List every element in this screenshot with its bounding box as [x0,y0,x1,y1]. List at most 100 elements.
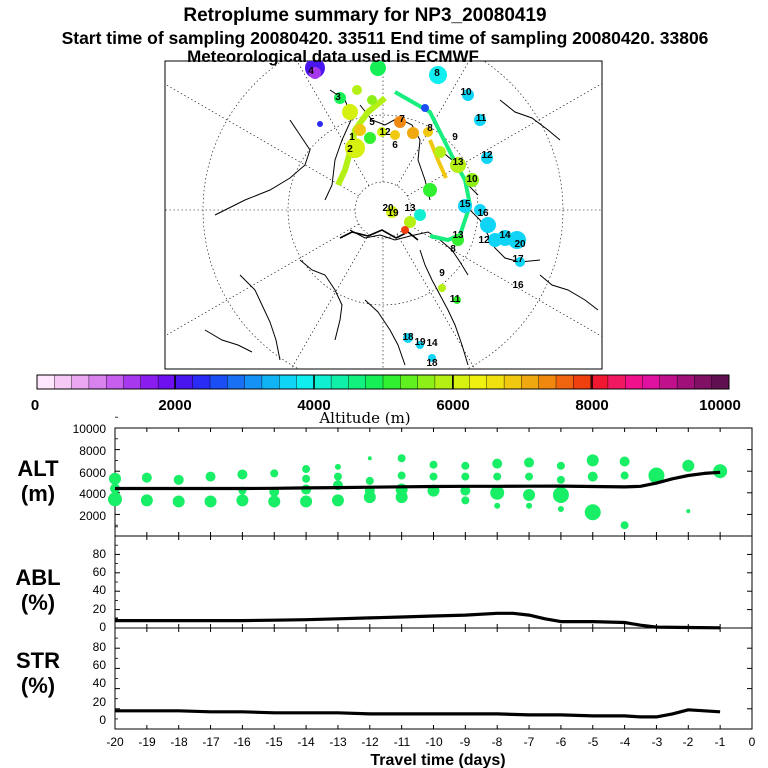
series-line-abl [115,611,721,630]
coastline [214,119,311,216]
day-marker-label: 19 [414,337,426,348]
alt-yticks: 10000 8000 6000 4000 2000 [73,422,107,523]
plume-particle [407,127,419,139]
altitude-scatter-point [429,460,438,469]
day-marker-label: 13 [452,230,464,241]
altitude-scatter-point [526,502,533,509]
altitude-scatter-point [552,486,569,503]
colorbar-swatch [417,374,436,390]
day-marker-label: 3 [335,92,341,103]
altitude-scatter-point [395,491,408,504]
altitude-scatter-point [620,471,629,480]
colorbar-swatch [227,374,246,390]
ytick-label: 6000 [79,466,106,480]
plume-particle [429,66,447,84]
plume-particle [423,127,433,137]
ytick-label: 0 [99,713,106,727]
altitude-scatter-point [365,476,374,485]
day-marker-label: 14 [426,338,438,349]
day-marker-label: 16 [512,280,524,291]
plume-particle [462,89,474,101]
altitude-scatter-point [713,464,728,479]
meridian-line [290,234,370,369]
altitude-scatter-point [429,472,438,481]
plume-trajectory [428,139,448,179]
plume-particle [452,234,464,246]
colorbar-label: 8000 [575,397,608,414]
xtick-label: -18 [170,735,188,749]
xtick-label: -3 [652,735,663,749]
altitude-scatter-point [686,509,691,514]
day-marker-label: 9 [452,132,458,143]
ytick-label: 80 [93,640,107,654]
altitude-scatter-point [300,495,313,508]
plume-particle [317,121,323,127]
day-marker-label: 11 [450,294,461,305]
xtick-label: -4 [620,735,631,749]
day-marker-label: 15 [459,199,471,210]
day-marker-label: 10 [460,87,472,98]
plume-particle [364,132,376,144]
colorbar-axis-label: Altitude (m) [318,409,410,427]
xtick-label: -6 [556,735,567,749]
plume-particle [481,152,493,164]
xtick-label: -8 [492,735,503,749]
figure-title: Retroplume summary for NP3_20080419 [183,5,546,26]
colorbar-swatch [71,374,90,390]
abl-panel-label: ABL [15,565,60,590]
colorbar-swatch [573,374,592,390]
ytick-label: 4000 [79,487,106,501]
colorbar-swatch [486,374,505,390]
ytick-label: 10000 [73,422,107,436]
xtick-label: -16 [233,735,251,749]
colorbar-swatch [434,374,453,390]
colorbar-swatch [694,374,713,390]
day-marker-label: 20 [382,203,394,214]
series-line-str [115,708,721,719]
colorbar-border [36,374,730,390]
map-frame [164,60,603,370]
xtick-label: -12 [361,735,379,749]
day-marker-label: 8 [434,68,440,79]
plume-particle [342,104,358,120]
xtick-label: -10 [425,735,443,749]
xtick-label: -5 [588,735,599,749]
colorbar-swatch [244,374,263,390]
colorbar-swatch [625,374,644,390]
plume-particle [515,257,525,267]
altitude-scatter-point [524,457,535,468]
str-panel-unit: (%) [21,673,55,698]
altitude-scatter-point [620,521,629,530]
plume-particle [428,354,436,362]
colorbar-label: 0 [31,397,39,414]
day-marker-label: 6 [392,140,398,151]
xtick-label: -7 [524,735,535,749]
day-marker-label: 12 [478,235,490,246]
coastline [539,274,599,311]
abl-yticks: 80 60 40 20 0 [93,547,107,634]
ytick-label: 8000 [79,444,106,458]
ytick-label: 40 [93,676,107,690]
colorbar-swatch [538,374,557,390]
altitude-scatter-point [648,467,665,484]
ytick-label: 60 [93,658,107,672]
plume-particle [386,206,398,218]
altitude-scatter-point [363,491,376,504]
altitude-scatter-point [302,474,311,483]
colorbar-swatch [348,374,367,390]
ytick-label: 80 [93,547,107,561]
plume-particle [352,85,362,95]
day-marker-label: 4 [308,66,314,77]
colorbar-swatch [642,374,661,390]
xtick-label: -15 [265,735,283,749]
altitude-scatter-point [333,472,342,481]
meridian-line [296,61,370,186]
altitude-scatter-point [173,474,184,485]
altitude-scatter-point [586,454,599,467]
day-marker-label: 10 [466,174,478,185]
colorbar-swatch [365,374,384,390]
day-marker-label: 8 [450,244,456,255]
plume-particle [508,231,526,249]
day-marker-label: 7 [399,114,405,125]
